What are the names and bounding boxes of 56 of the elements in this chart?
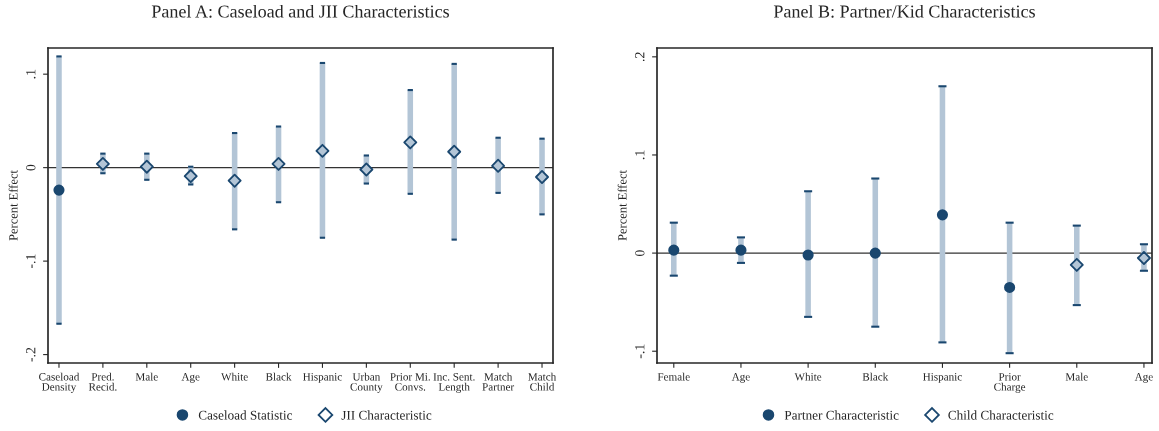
- y-tick-label: 0: [635, 250, 645, 257]
- point: [53, 184, 65, 196]
- y-tick-label: -.1: [635, 344, 645, 359]
- point: [359, 162, 374, 177]
- point: [936, 209, 949, 221]
- x-tick-label: Age: [1134, 373, 1153, 383]
- point: [139, 159, 154, 174]
- point: [271, 156, 286, 171]
- point: [491, 158, 506, 173]
- legend-label: Partner Characteristic: [784, 410, 899, 420]
- x-tick-label: Hispanic: [303, 373, 342, 383]
- legend-label: Caseload Statistic: [198, 410, 293, 420]
- point: [1069, 257, 1084, 272]
- y-tick-label: .1: [635, 150, 645, 160]
- x-tick-label: Female: [657, 372, 690, 381]
- x-tick-label: Male: [135, 372, 158, 381]
- x-tick-label: Age: [731, 373, 750, 383]
- y-axis-title: Percent Effect: [617, 170, 627, 241]
- x-tick-label: White: [221, 372, 248, 381]
- point: [227, 173, 242, 188]
- y-axis-title: Percent Effect: [8, 170, 18, 241]
- x-tick-label: Age: [181, 373, 200, 383]
- point: [447, 144, 462, 159]
- legend-label: JII Characteristic: [341, 410, 432, 420]
- point: [403, 135, 418, 150]
- chart-title: Panel A: Caseload and JII Characteristics: [151, 4, 450, 18]
- point: [315, 143, 330, 158]
- point: [183, 169, 198, 184]
- chart-title: Panel B: Partner/Kid Characteristics: [773, 4, 1035, 18]
- x-tick-label: Prior Charge: [994, 373, 1026, 393]
- point: [869, 247, 881, 259]
- point: [1004, 281, 1016, 294]
- y-tick-label: -.2: [26, 347, 36, 362]
- x-tick-label: Prior Mi. Convs.: [390, 373, 430, 391]
- y-tick-label: 0: [26, 164, 36, 171]
- x-tick-label: White: [794, 372, 822, 381]
- point: [735, 244, 747, 256]
- point: [668, 244, 680, 256]
- x-tick-label: Urban County: [350, 372, 383, 393]
- x-tick-label: Black: [862, 372, 889, 381]
- x-tick-label: Male: [1065, 372, 1088, 381]
- legend-label: Child Characteristic: [948, 410, 1054, 420]
- y-tick-label: .2: [635, 52, 645, 62]
- x-tick-label: Hispanic: [923, 373, 962, 383]
- point: [802, 249, 814, 261]
- x-tick-label: Match Child: [528, 372, 557, 391]
- x-tick-label: Inc. Sent. Length: [433, 373, 475, 393]
- x-tick-label: Caseload Density: [39, 372, 80, 393]
- x-tick-label: Black: [265, 372, 292, 381]
- y-tick-label: -.1: [26, 254, 36, 269]
- point: [1136, 251, 1151, 265]
- point: [535, 170, 549, 184]
- x-tick-label: Pred. Recid.: [88, 372, 117, 391]
- y-tick-label: .1: [26, 69, 36, 79]
- x-tick-label: Match Partner: [482, 372, 515, 391]
- point: [95, 156, 110, 171]
